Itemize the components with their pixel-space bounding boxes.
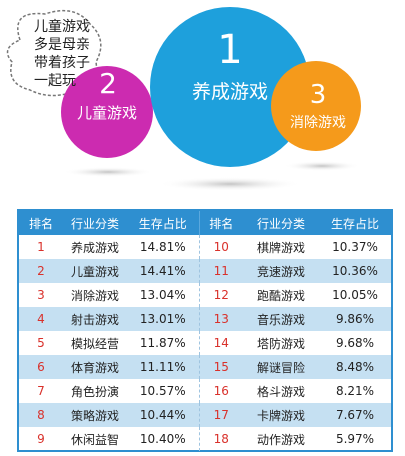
share-cell: 10.40% bbox=[139, 432, 186, 446]
hero-graphic: 儿童游戏 多是母亲 带着孩子 一起玩 1 养成游戏 2 儿童游戏 3 消除游戏 bbox=[0, 0, 405, 200]
share-cell: 9.86% bbox=[319, 307, 391, 331]
bubble-1-label: 养成游戏 bbox=[191, 81, 268, 103]
category-cell: 格斗游戏 bbox=[256, 384, 305, 399]
rank-cell: 8 bbox=[19, 403, 63, 427]
rank-cell: 3 bbox=[37, 288, 45, 302]
share-cell: 8.21% bbox=[335, 384, 375, 398]
category-cell: 棋牌游戏 bbox=[256, 240, 305, 255]
table-row: 3 消除游戏 13.04% 12 跑酷游戏 10.05% bbox=[19, 283, 391, 307]
rank-cell: 6 bbox=[19, 355, 63, 379]
share-cell: 10.05% bbox=[332, 288, 378, 302]
rank-cell: 4 bbox=[19, 307, 63, 331]
category-cell: 射击游戏 bbox=[63, 307, 127, 331]
speech-line-4: 一起玩 bbox=[34, 73, 76, 89]
bubble-2-shadow bbox=[63, 167, 153, 177]
rank-cell: 2 bbox=[19, 259, 63, 283]
table-header-row: 排名 行业分类 生存占比 排名 行业分类 生存占比 bbox=[19, 211, 391, 235]
rank-cell: 16 bbox=[198, 379, 243, 403]
category-cell: 模拟经营 bbox=[70, 336, 119, 351]
rank-cell: 14 bbox=[198, 331, 243, 355]
rank-cell: 5 bbox=[37, 336, 45, 350]
ranking-table-container: 排名 行业分类 生存占比 排名 行业分类 生存占比 1 养成游戏 14.81% 10 棋… bbox=[17, 209, 393, 452]
bubble-3-label: 消除游戏 bbox=[290, 115, 346, 131]
table-row: 4 射击游戏 13.01% 13 音乐游戏 9.86% bbox=[19, 307, 391, 331]
table-row: 8 策略游戏 10.44% 17 卡牌游戏 7.67% bbox=[19, 403, 391, 427]
share-cell: 13.01% bbox=[127, 307, 199, 331]
share-cell: 13.04% bbox=[139, 288, 186, 302]
bubble-1-shadow bbox=[158, 177, 302, 191]
category-cell: 消除游戏 bbox=[70, 288, 119, 303]
table-row: 2 儿童游戏 14.41% 11 竞速游戏 10.36% bbox=[19, 259, 391, 283]
speech-line-3: 带着孩子 bbox=[34, 55, 90, 71]
share-cell: 7.67% bbox=[319, 403, 391, 427]
category-cell: 竞速游戏 bbox=[243, 259, 319, 283]
bubble-2-number: 2 bbox=[99, 67, 117, 100]
speech-line-2: 多是母亲 bbox=[34, 37, 90, 53]
category-cell: 角色扮演 bbox=[70, 384, 119, 399]
share-cell: 10.36% bbox=[319, 259, 391, 283]
table-row: 6 体育游戏 11.11% 15 解谜冒险 8.48% bbox=[19, 355, 391, 379]
rank-cell: 17 bbox=[198, 403, 243, 427]
share-cell: 14.41% bbox=[127, 259, 199, 283]
bubble-1 bbox=[150, 7, 310, 167]
category-cell: 卡牌游戏 bbox=[243, 403, 319, 427]
category-cell: 休闲益智 bbox=[70, 432, 119, 447]
category-cell: 音乐游戏 bbox=[243, 307, 319, 331]
share-cell: 10.44% bbox=[127, 403, 199, 427]
table-body: 1 养成游戏 14.81% 10 棋牌游戏 10.37% 2 儿童游戏 14.41% 11 竞速游戏… bbox=[19, 235, 391, 451]
category-cell: 塔防游戏 bbox=[256, 336, 305, 351]
table-row: 5 模拟经营 11.87% 14 塔防游戏 9.68% bbox=[19, 331, 391, 355]
category-cell: 体育游戏 bbox=[63, 355, 127, 379]
rank-cell: 18 bbox=[198, 427, 243, 451]
column-header: 排名 bbox=[198, 211, 243, 235]
share-cell: 8.48% bbox=[319, 355, 391, 379]
share-cell: 5.97% bbox=[335, 432, 375, 446]
bubble-2-label: 儿童游戏 bbox=[76, 104, 137, 122]
share-cell: 10.57% bbox=[139, 384, 186, 398]
ranking-table: 排名 行业分类 生存占比 排名 行业分类 生存占比 1 养成游戏 14.81% 10 棋… bbox=[19, 211, 391, 451]
category-cell: 跑酷游戏 bbox=[256, 288, 305, 303]
rank-cell: 7 bbox=[37, 384, 45, 398]
bubble-2 bbox=[61, 66, 153, 158]
category-cell: 儿童游戏 bbox=[63, 259, 127, 283]
table-row: 7 角色扮演 10.57% 16 格斗游戏 8.21% bbox=[19, 379, 391, 403]
share-cell: 11.87% bbox=[139, 336, 186, 350]
column-header: 生存占比 bbox=[127, 211, 199, 235]
table-row: 1 养成游戏 14.81% 10 棋牌游戏 10.37% bbox=[19, 235, 391, 259]
column-header: 行业分类 bbox=[243, 211, 319, 235]
rank-cell: 12 bbox=[198, 283, 243, 307]
rank-cell: 10 bbox=[198, 235, 243, 259]
bubble-3 bbox=[271, 61, 361, 151]
bubble-3-number: 3 bbox=[309, 80, 327, 110]
rank-cell: 11 bbox=[198, 259, 243, 283]
bubbles-illustration bbox=[6, 7, 361, 191]
category-cell: 解谜冒险 bbox=[243, 355, 319, 379]
rank-cell: 1 bbox=[37, 240, 45, 254]
bubble-1-number: 1 bbox=[217, 27, 243, 73]
rank-cell: 13 bbox=[198, 307, 243, 331]
category-cell: 动作游戏 bbox=[256, 432, 305, 447]
category-cell: 养成游戏 bbox=[70, 240, 119, 255]
speech-line-1: 儿童游戏 bbox=[34, 19, 90, 35]
table-row: 9 休闲益智 10.40% 18 动作游戏 5.97% bbox=[19, 427, 391, 451]
share-cell: 9.68% bbox=[335, 336, 375, 350]
category-cell: 策略游戏 bbox=[63, 403, 127, 427]
rank-cell: 15 bbox=[198, 355, 243, 379]
share-cell: 11.11% bbox=[127, 355, 199, 379]
share-cell: 10.37% bbox=[332, 240, 378, 254]
column-header: 行业分类 bbox=[63, 211, 127, 235]
rank-cell: 9 bbox=[37, 432, 45, 446]
column-header: 排名 bbox=[19, 211, 63, 235]
share-cell: 14.81% bbox=[139, 240, 186, 254]
column-header: 生存占比 bbox=[319, 211, 391, 235]
bubble-3-shadow bbox=[284, 161, 360, 171]
